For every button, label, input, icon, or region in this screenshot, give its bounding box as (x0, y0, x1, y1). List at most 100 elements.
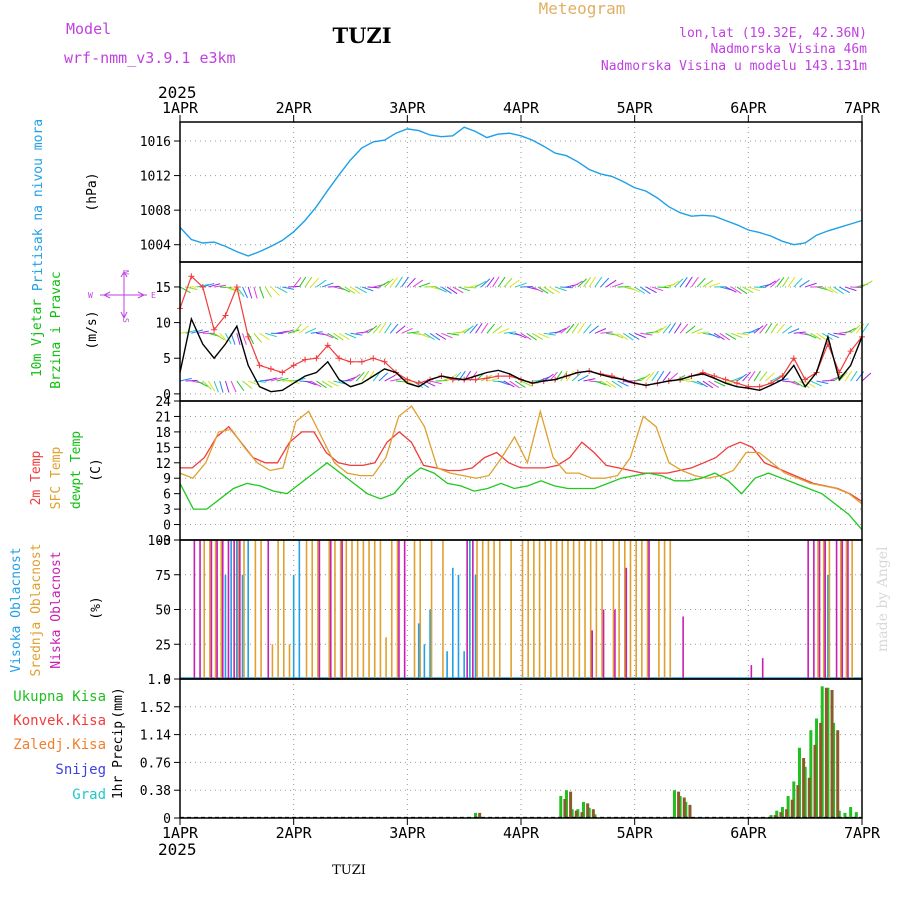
total-precip-bar (832, 722, 836, 818)
wind-arrow (378, 322, 386, 334)
model-name: wrf-nmm_v3.9.1 e3km (64, 49, 236, 67)
pressure-unit: (hPa) (85, 172, 100, 211)
wind-arrow (566, 323, 575, 334)
wind-label-1: 10m Vjetar (30, 299, 45, 377)
wind-arrow (458, 286, 471, 292)
wind-arrow (588, 276, 597, 288)
wind-arrow (594, 380, 607, 386)
total-precip-bar (775, 810, 779, 818)
legend-ukupna: Ukupna Kisa (13, 689, 106, 705)
y-tick-label: 15 (155, 281, 171, 296)
wind-arrow (861, 322, 869, 334)
wind-arrow (583, 323, 592, 334)
y-tick-label: 25 (155, 638, 171, 653)
legend-konvek: Konvek.Kisa (13, 713, 106, 729)
wind-arrow (350, 332, 363, 336)
total-precip-bar (587, 807, 591, 818)
wind-arrow (640, 373, 651, 382)
total-precip-bar (815, 718, 819, 818)
wind-arrow (674, 278, 684, 288)
wind-arrow (446, 286, 458, 295)
lonlat: lon,lat (19.32E, 42.36N) (679, 26, 867, 41)
gust-point (495, 373, 502, 380)
wind-arrow (299, 325, 309, 334)
wind-arrow (185, 329, 198, 334)
conv-precip-bar (478, 812, 482, 818)
wind-arrow (662, 371, 671, 382)
y-tick-label: 0 (163, 812, 171, 827)
wind-arrow (651, 327, 663, 334)
wind-arrow (816, 332, 827, 341)
cloud-label-1: Visoka Oblacnost (9, 547, 24, 672)
wind-arrow (839, 286, 851, 294)
gust-point (370, 355, 377, 362)
wind-arrow (634, 332, 646, 339)
total-precip-bar (780, 807, 784, 818)
total-precip-bar (570, 809, 574, 818)
conv-precip-bar (836, 730, 840, 818)
wind-arrow (463, 325, 474, 334)
wind-arrow (827, 332, 840, 339)
y-tick-label: 0 (163, 519, 171, 534)
wind-arrow (378, 280, 390, 288)
y-tick-label: 1008 (140, 204, 171, 219)
wind-arrow (662, 323, 672, 334)
y-tick-label: 100 (148, 534, 171, 549)
gust-point (245, 333, 252, 340)
wind-arrow (429, 332, 441, 341)
wind-arrow (611, 282, 624, 288)
wind-arrow (480, 323, 489, 334)
wind-arrow (725, 286, 737, 293)
compass-s: S (121, 318, 130, 323)
wind-arrow (469, 323, 478, 334)
wind-arrow (219, 332, 229, 343)
wind-arrow (196, 330, 209, 334)
wind-arrow (742, 286, 754, 294)
model-altitude: Nadmorska Visina u modelu 143.131m (601, 59, 867, 74)
x-tick-label-top: 2APR (276, 99, 313, 117)
wind-arrow (645, 371, 655, 382)
y-tick-label: 18 (155, 426, 171, 441)
wind-arrow (333, 332, 344, 341)
wind-arrow (248, 380, 260, 386)
x-tick-label-top: 7APR (844, 99, 881, 117)
sfc-temp-line (179, 405, 863, 505)
wind-arrow (537, 332, 550, 339)
wind-arrow (623, 332, 634, 341)
wind-arrow (696, 380, 708, 388)
wind-arrow (640, 332, 653, 336)
total-precip-bar (769, 815, 773, 818)
gust-point (802, 376, 809, 383)
wind-arrow (708, 380, 719, 388)
wind-arrow (787, 380, 800, 386)
wind-arrow (213, 332, 225, 341)
wind-arrow (810, 380, 822, 387)
gust-point (722, 376, 729, 383)
wind-arrow (617, 332, 629, 340)
wind-arrow (674, 323, 682, 334)
wind-arrow (651, 286, 664, 292)
wind-arrow (361, 327, 374, 334)
wind-arrow (708, 282, 721, 288)
wind-arrow (844, 327, 857, 334)
total-precip-bar (582, 801, 586, 818)
conv-precip-bar (574, 810, 578, 818)
wind-arrow (748, 286, 760, 292)
wind-arrow (731, 332, 743, 339)
wind-arrow (628, 286, 640, 293)
wind-arrow (475, 280, 487, 288)
compass-e: E (151, 291, 156, 300)
wind-arrow (350, 286, 361, 295)
total-precip-bar (803, 766, 807, 818)
y-tick-label: 10 (155, 317, 171, 332)
wind-arrow (685, 276, 693, 288)
wind-arrow (298, 276, 307, 288)
temp-label-3: dewpt Temp (69, 431, 84, 509)
y-tick-label: 24 (155, 395, 171, 410)
y-tick-label: 5 (163, 352, 171, 367)
wind-arrow (554, 327, 567, 334)
wind-arrow (543, 373, 554, 382)
wind-arrow (338, 286, 351, 293)
wind-arrow (230, 380, 237, 393)
wind-arrow (549, 331, 562, 334)
